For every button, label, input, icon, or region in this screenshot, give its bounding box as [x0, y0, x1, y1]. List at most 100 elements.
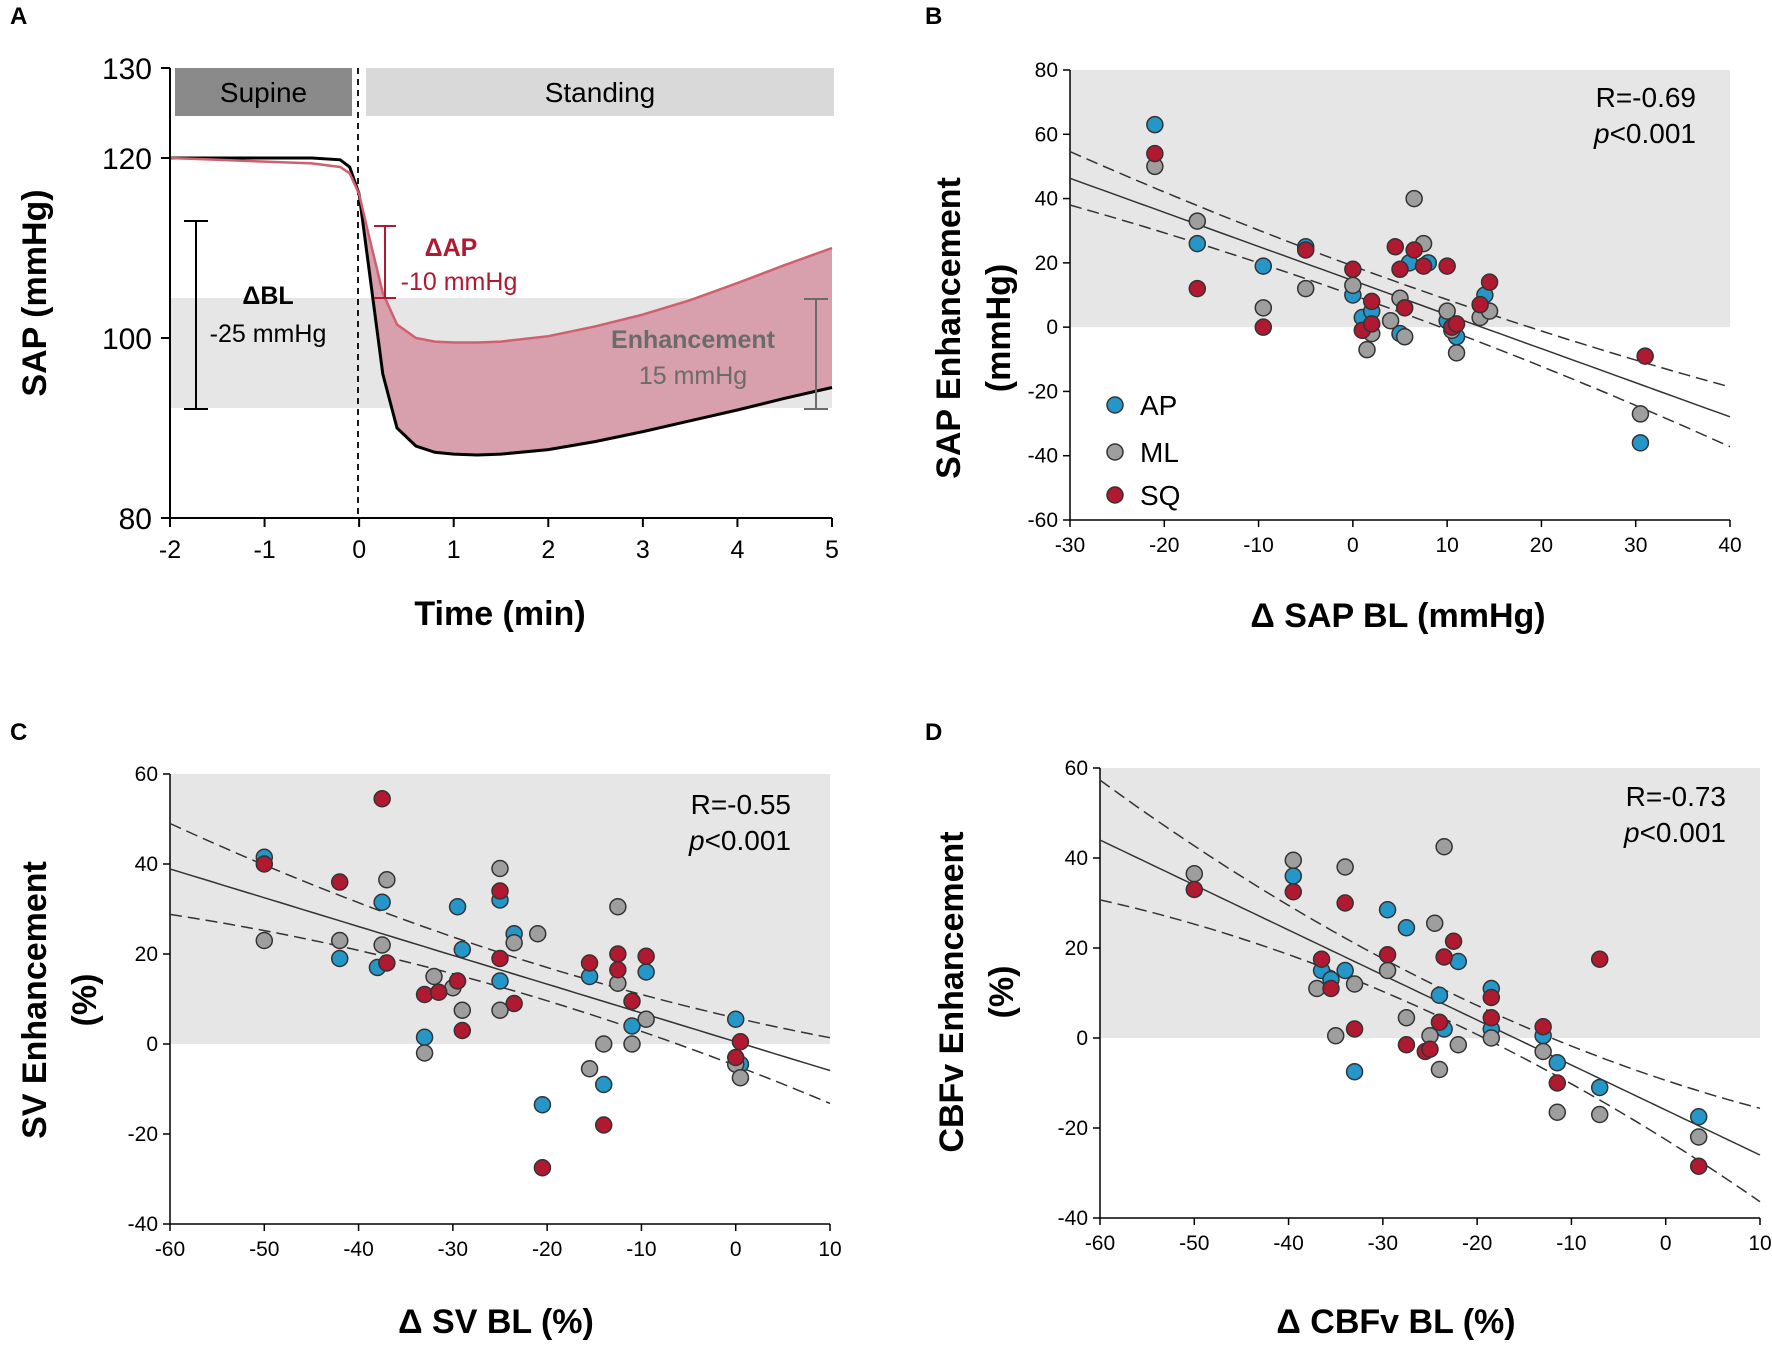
y-tick-label: 0 [146, 1033, 158, 1056]
x-tick-label: 10 [1748, 1232, 1771, 1255]
data-point-sq [491, 882, 509, 900]
enhancement-area [359, 194, 832, 455]
data-point-ml [623, 1035, 641, 1053]
data-point-ml [1548, 1103, 1567, 1121]
data-point-sq [1322, 979, 1340, 998]
data-point-ml [425, 967, 443, 986]
panel-d-x-label: Δ CBFv BL (%) [1276, 1303, 1515, 1341]
data-point-sq [491, 949, 509, 968]
data-point-sq [1435, 948, 1453, 966]
panel-a-x-tick-label: 5 [825, 536, 839, 564]
x-tick-label: -50 [1179, 1232, 1209, 1255]
x-tick-label: -20 [532, 1238, 562, 1261]
x-tick-label: 0 [1660, 1232, 1672, 1255]
plot-area: -60 -50 -40 -30 -20 -10 0 10 -40 -20 0 20 40 60 [1058, 757, 1772, 1255]
baseline-curve [170, 156, 833, 457]
data-point-ap [533, 1096, 552, 1114]
data-point-ap [415, 1028, 434, 1046]
data-point-sq [1590, 950, 1609, 968]
x-tick-label: -20 [1149, 534, 1179, 557]
data-point-sq [1254, 318, 1273, 336]
data-point-ml [1397, 1009, 1416, 1027]
data-point-ap [491, 972, 509, 990]
positive-region-shade [1100, 768, 1760, 1038]
data-point-ml [1336, 858, 1354, 876]
data-point-sq [1482, 988, 1501, 1007]
data-point-ap [1590, 1078, 1609, 1097]
data-point-ml [1284, 851, 1303, 869]
data-point-sq [726, 1048, 745, 1067]
plot-area: -60 -50 -40 -30 -20 -10 0 10 -40 -20 0 20 40 60 [128, 763, 842, 1261]
data-point-sq [580, 954, 599, 972]
data-point-ml [1534, 1042, 1552, 1061]
panel-a-y-tick-label: 120 [102, 143, 152, 176]
data-point-ap [1284, 867, 1303, 885]
data-point-sq [1482, 1009, 1501, 1027]
data-point-sq [609, 961, 627, 979]
data-point-sq [1444, 932, 1463, 950]
data-point-sq [533, 1159, 552, 1177]
y-tick-label: 40 [1065, 847, 1088, 870]
x-tick-label: 10 [1435, 534, 1458, 557]
data-point-sq [1378, 946, 1397, 964]
x-tick-label: -60 [155, 1238, 185, 1261]
standing-response-curve [169, 156, 833, 344]
panel-c-r-value: R=-0.55 [691, 789, 791, 820]
data-point-ml [1254, 299, 1273, 317]
y-tick-label: 20 [1065, 937, 1088, 960]
legend-sq-label: SQ [1140, 480, 1180, 511]
data-point-sq [1284, 883, 1303, 901]
data-point-ml [1425, 914, 1444, 932]
data-point-ml [594, 1035, 613, 1053]
regression-line [1099, 839, 1761, 1156]
standing-label: Standing [545, 77, 656, 108]
delta-ap-value: -10 mmHg [401, 268, 518, 296]
data-point-sq [1362, 292, 1381, 311]
x-tick-label: -20 [1462, 1232, 1492, 1255]
legend-ml-marker [1106, 443, 1124, 461]
panel-c-x-label: Δ SV BL (%) [398, 1303, 594, 1341]
panel-d-y-label-line1: CBFv Enhancement [933, 831, 971, 1152]
y-tick-label: 60 [135, 763, 158, 786]
x-tick-label: -40 [343, 1238, 373, 1261]
data-point-sq [1188, 279, 1207, 298]
data-point-sq [1414, 257, 1433, 275]
panel-a: A Supine Standing -2 -1 0 1 2 3 4 580100120130 … [10, 3, 839, 633]
x-tick-label: -40 [1273, 1232, 1303, 1255]
data-point-ml [609, 898, 627, 916]
data-point-ml [378, 871, 396, 889]
data-point-ap [1345, 1063, 1364, 1081]
panel-a-x-label: Time (min) [414, 595, 585, 633]
data-point-ap [1397, 919, 1416, 937]
data-point-sq [609, 945, 627, 963]
panel-b-y-label-line2: (mmHg) [980, 264, 1018, 392]
data-point-sq [1395, 299, 1414, 317]
data-point-ml [491, 1001, 509, 1019]
panel-b-letter: B [925, 3, 942, 30]
delta-ap-title: ΔAP [425, 234, 478, 262]
panel-a-x-tick-label: -1 [253, 536, 275, 564]
data-point-sq [1386, 238, 1405, 256]
data-point-ap [594, 1075, 613, 1094]
confidence-band-upper [1099, 779, 1761, 1110]
data-point-sq [453, 1021, 472, 1040]
legend-sq-marker [1106, 486, 1124, 504]
plot-area: -30 -20 -10 0 10 20 30 40 -60 -40 -20 0 20 40 60 80 [1028, 59, 1742, 557]
data-point-sq [1391, 260, 1409, 279]
data-point-ml [1188, 212, 1207, 230]
y-tick-label: -40 [1058, 1207, 1088, 1230]
regression-line [169, 868, 831, 1072]
panel-b: B -30 -20 -10 0 10 20 30 40 -60 -40 -20 0 20 40 60 80 SA… [925, 3, 1742, 635]
panel-b-r-value: R=-0.69 [1596, 82, 1696, 113]
data-point-ml [453, 1001, 472, 1019]
data-point-ml [580, 1060, 599, 1078]
data-point-ap [1631, 434, 1650, 452]
data-point-ap [726, 1010, 745, 1028]
panel-d-r-value: R=-0.73 [1626, 781, 1726, 812]
data-point-ap [1336, 961, 1354, 980]
panel-c-p-value: p<0.001 [688, 825, 791, 856]
legend-ml-label: ML [1140, 437, 1179, 468]
data-point-sq [1405, 241, 1423, 259]
data-point-ml [415, 1044, 434, 1062]
data-point-ml [1378, 961, 1397, 980]
